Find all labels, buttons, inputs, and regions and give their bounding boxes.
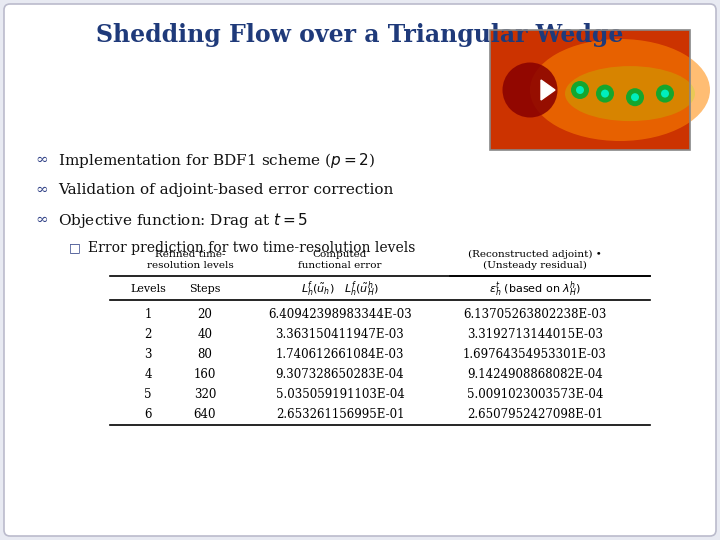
Text: 2.6507952427098E-01: 2.6507952427098E-01 <box>467 408 603 421</box>
Text: Steps: Steps <box>189 284 221 294</box>
Ellipse shape <box>530 39 710 141</box>
Text: 3: 3 <box>144 348 152 361</box>
Text: 6: 6 <box>144 408 152 421</box>
Circle shape <box>656 85 674 103</box>
Bar <box>490 30 690 150</box>
Text: 6.13705263802238E-03: 6.13705263802238E-03 <box>463 307 607 321</box>
Text: 20: 20 <box>197 307 212 321</box>
Text: Objective function: Drag at $t = 5$: Objective function: Drag at $t = 5$ <box>58 211 308 229</box>
FancyBboxPatch shape <box>4 4 716 536</box>
Bar <box>490 30 690 150</box>
Text: 40: 40 <box>197 327 212 341</box>
Text: 2: 2 <box>144 327 152 341</box>
Text: 6.40942398983344E-03: 6.40942398983344E-03 <box>268 307 412 321</box>
Text: 80: 80 <box>197 348 212 361</box>
Circle shape <box>631 93 639 101</box>
Text: 5.035059191103E-04: 5.035059191103E-04 <box>276 388 405 401</box>
Text: Shedding Flow over a Triangular Wedge: Shedding Flow over a Triangular Wedge <box>96 23 624 47</box>
Circle shape <box>661 90 669 98</box>
Text: $\varepsilon_h^t$ (based on $\lambda_H^h$): $\varepsilon_h^t$ (based on $\lambda_H^h… <box>489 279 581 299</box>
Text: 160: 160 <box>194 368 216 381</box>
Text: 3.363150411947E-03: 3.363150411947E-03 <box>276 327 405 341</box>
Text: 9.1424908868082E-04: 9.1424908868082E-04 <box>467 368 603 381</box>
Ellipse shape <box>503 63 557 118</box>
Text: 2.653261156995E-01: 2.653261156995E-01 <box>276 408 404 421</box>
Text: 9.307328650283E-04: 9.307328650283E-04 <box>276 368 405 381</box>
Text: (Reconstructed adjoint) •
(Unsteady residual): (Reconstructed adjoint) • (Unsteady resi… <box>468 250 602 270</box>
Text: 1.69764354953301E-03: 1.69764354953301E-03 <box>463 348 607 361</box>
Text: Refined time-
resolution levels: Refined time- resolution levels <box>147 250 233 270</box>
Ellipse shape <box>565 66 695 121</box>
Text: 4: 4 <box>144 368 152 381</box>
Text: Validation of adjoint-based error correction: Validation of adjoint-based error correc… <box>58 183 393 197</box>
Circle shape <box>576 86 584 94</box>
Text: Error prediction for two time-resolution levels: Error prediction for two time-resolution… <box>88 241 415 255</box>
Text: ∞: ∞ <box>35 213 48 227</box>
Text: Computed
functional error: Computed functional error <box>298 250 382 270</box>
Circle shape <box>601 90 609 98</box>
Text: Implementation for BDF1 scheme ($p = 2$): Implementation for BDF1 scheme ($p = 2$) <box>58 151 375 170</box>
Text: 5: 5 <box>144 388 152 401</box>
Text: 320: 320 <box>194 388 216 401</box>
Polygon shape <box>541 80 555 100</box>
Text: 1: 1 <box>144 307 152 321</box>
Circle shape <box>626 88 644 106</box>
Text: ∞: ∞ <box>35 183 48 197</box>
Text: 640: 640 <box>194 408 216 421</box>
Circle shape <box>571 81 589 99</box>
Text: 5.009102300357⁠3E-04: 5.009102300357⁠3E-04 <box>467 388 603 401</box>
Circle shape <box>596 85 614 103</box>
Text: $L_h^f(\tilde{u}_h)$   $L_h^f(\tilde{u}_H^h)$: $L_h^f(\tilde{u}_h)$ $L_h^f(\tilde{u}_H^… <box>301 279 379 299</box>
Text: □: □ <box>69 241 81 254</box>
Text: ∞: ∞ <box>35 153 48 167</box>
Text: 3.3192713144015E-03: 3.3192713144015E-03 <box>467 327 603 341</box>
Text: 1.740612661084E-03: 1.740612661084E-03 <box>276 348 404 361</box>
Text: Levels: Levels <box>130 284 166 294</box>
